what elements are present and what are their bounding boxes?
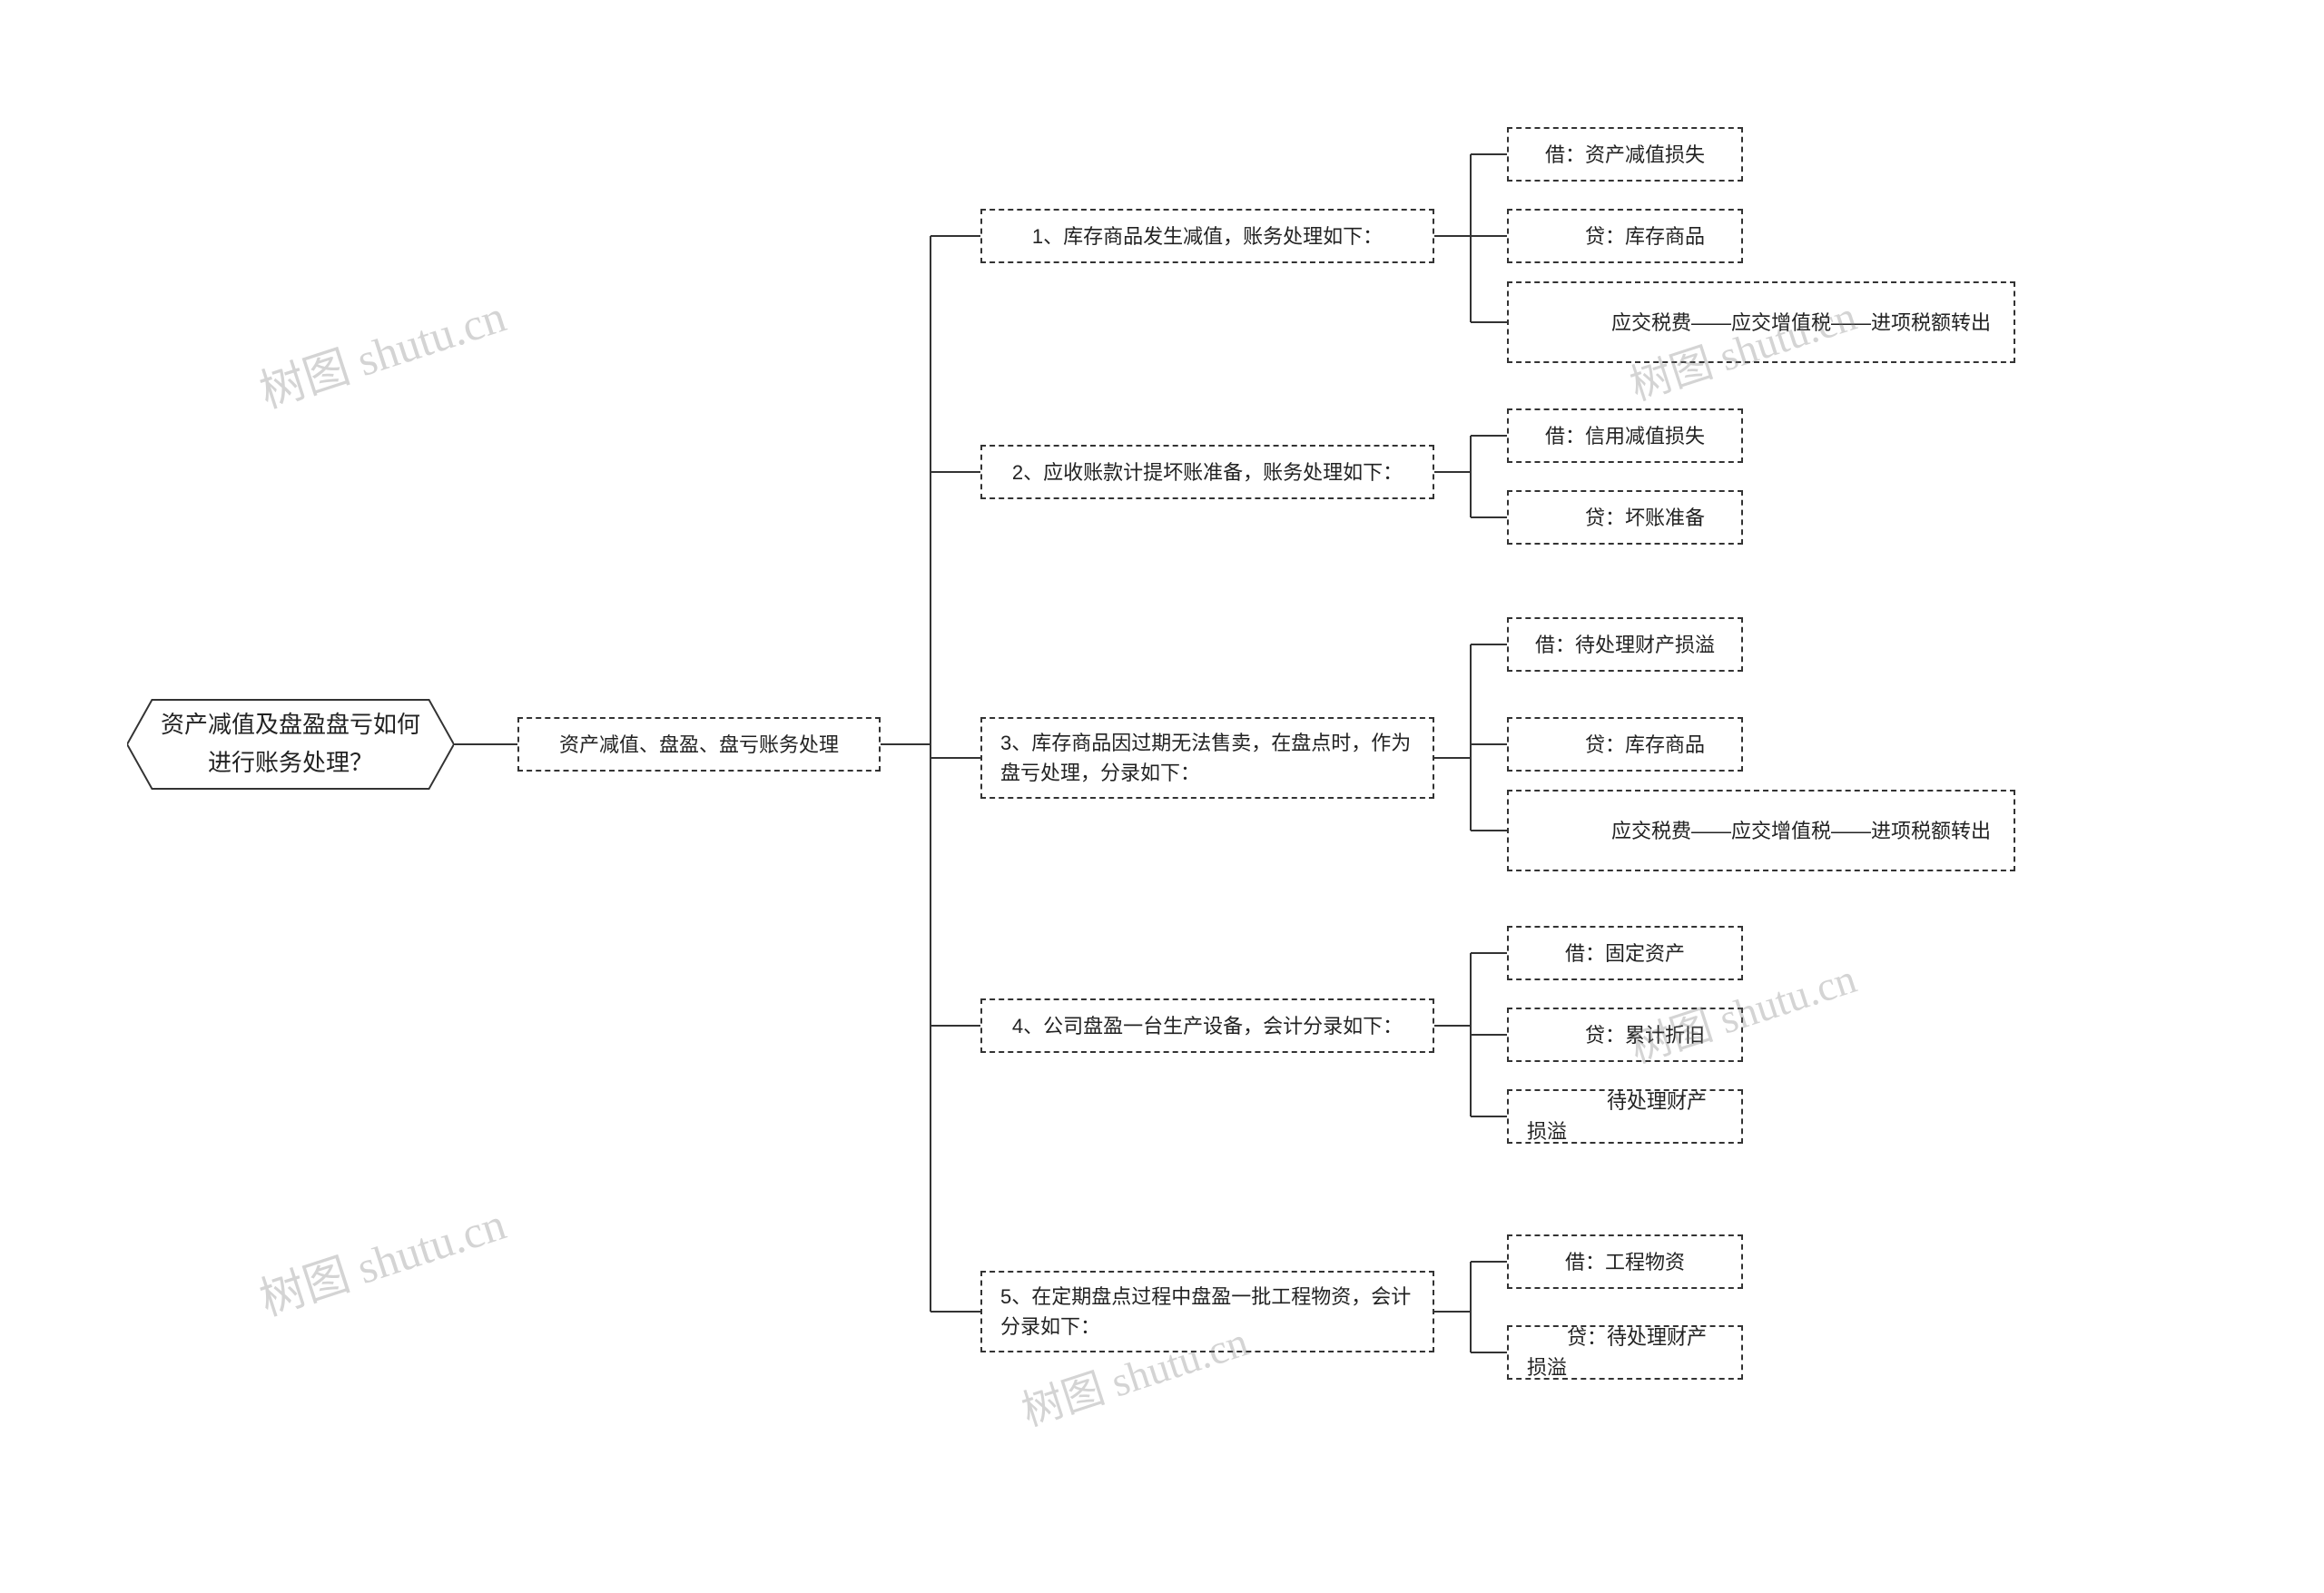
leaf-label: 贷：待处理财产损溢	[1527, 1323, 1723, 1382]
branch-node: 2、应收账款计提坏账准备，账务处理如下：	[980, 445, 1434, 499]
leaf-node: 借：固定资产	[1507, 926, 1743, 980]
branch-label: 5、在定期盘点过程中盘盈一批工程物资，会计分录如下：	[1000, 1282, 1414, 1342]
watermark: 树图 shutu.cn	[251, 1187, 513, 1328]
leaf-label: 借：固定资产	[1565, 939, 1685, 969]
branch-label: 4、公司盘盈一台生产设备，会计分录如下：	[1012, 1011, 1403, 1041]
leaf-node: 应交税费——应交增值税——进项税额转出	[1507, 790, 2015, 871]
branch-node: 3、库存商品因过期无法售卖，在盘点时，作为盘亏处理，分录如下：	[980, 717, 1434, 799]
leaf-label: 应交税费——应交增值税——进项税额转出	[1531, 816, 1991, 846]
leaf-node: 贷：坏账准备	[1507, 490, 1743, 545]
leaf-label: 借：资产减值损失	[1545, 140, 1705, 170]
level1-node: 资产减值、盘盈、盘亏账务处理	[517, 717, 881, 772]
leaf-label: 贷：库存商品	[1545, 221, 1705, 251]
leaf-node: 应交税费——应交增值税——进项税额转出	[1507, 281, 2015, 363]
leaf-label: 贷：坏账准备	[1545, 503, 1705, 533]
root-node: 资产减值及盘盈盘亏如何进行账务处理？	[153, 699, 428, 790]
watermark: 树图 shutu.cn	[251, 280, 513, 420]
leaf-node: 借：信用减值损失	[1507, 408, 1743, 463]
leaf-node: 借：工程物资	[1507, 1234, 1743, 1289]
leaf-label: 待处理财产损溢	[1527, 1087, 1723, 1146]
branch-label: 2、应收账款计提坏账准备，账务处理如下：	[1012, 457, 1403, 487]
leaf-label: 贷：累计折旧	[1545, 1020, 1705, 1050]
root-right-cap	[428, 699, 454, 790]
branch-node: 4、公司盘盈一台生产设备，会计分录如下：	[980, 998, 1434, 1053]
leaf-node: 贷：库存商品	[1507, 717, 1743, 772]
branch-label: 1、库存商品发生减值，账务处理如下：	[1032, 221, 1383, 251]
branch-label: 3、库存商品因过期无法售卖，在盘点时，作为盘亏处理，分录如下：	[1000, 728, 1414, 788]
leaf-node: 贷：库存商品	[1507, 209, 1743, 263]
leaf-node: 借：待处理财产损溢	[1507, 617, 1743, 672]
leaf-node: 待处理财产损溢	[1507, 1089, 1743, 1144]
leaf-label: 贷：库存商品	[1545, 730, 1705, 760]
leaf-label: 借：信用减值损失	[1545, 421, 1705, 451]
leaf-node: 贷：待处理财产损溢	[1507, 1325, 1743, 1380]
branch-node: 5、在定期盘点过程中盘盈一批工程物资，会计分录如下：	[980, 1271, 1434, 1352]
leaf-node: 借：资产减值损失	[1507, 127, 1743, 182]
root-left-cap	[127, 699, 153, 790]
leaf-label: 借：工程物资	[1565, 1247, 1685, 1277]
leaf-label: 借：待处理财产损溢	[1535, 630, 1715, 660]
root-node-wrap: 资产减值及盘盈盘亏如何进行账务处理？	[127, 699, 454, 790]
leaf-node: 贷：累计折旧	[1507, 1008, 1743, 1062]
leaf-label: 应交税费——应交增值税——进项税额转出	[1531, 308, 1991, 338]
level1-label: 资产减值、盘盈、盘亏账务处理	[559, 730, 839, 760]
branch-node: 1、库存商品发生减值，账务处理如下：	[980, 209, 1434, 263]
root-label: 资产减值及盘盈盘亏如何进行账务处理？	[153, 706, 428, 782]
